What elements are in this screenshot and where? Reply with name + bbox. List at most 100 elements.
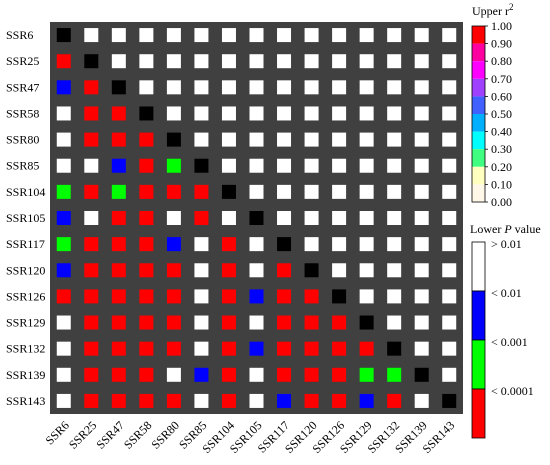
cell-lower-p	[387, 393, 402, 408]
cell-lower-p	[221, 393, 236, 408]
cell-lower-p	[111, 263, 126, 278]
cell-lower-p	[139, 393, 154, 408]
cell-lower-p	[249, 263, 264, 278]
cell-upper-r2	[442, 211, 457, 225]
lower-legend-swatch	[471, 339, 486, 390]
cell-upper-r2	[359, 132, 374, 147]
upper-legend-swatch	[472, 26, 485, 44]
cell-lower-p	[194, 393, 209, 408]
upper-legend-swatch	[472, 149, 485, 167]
cell-upper-r2	[387, 132, 402, 147]
upper-legend-tick-label: 0.60	[491, 89, 512, 103]
cell-lower-p	[332, 341, 347, 356]
cell-lower-p	[414, 393, 429, 408]
cell-upper-r2	[414, 158, 429, 173]
cell-upper-r2	[221, 132, 236, 147]
upper-legend-swatch	[472, 184, 485, 202]
lower-p-legend: Lower P value> 0.01 < 0.01 < 0.001 < 0.0001	[470, 222, 541, 439]
cell-upper-r2	[414, 211, 429, 225]
cell-upper-r2	[414, 80, 429, 95]
cell-lower-p	[111, 315, 126, 330]
cell-upper-r2	[442, 80, 457, 95]
lower-legend-title: Lower P value	[470, 222, 541, 236]
row-label: SSR129	[6, 316, 45, 330]
cell-upper-r2	[221, 54, 236, 69]
cell-upper-r2	[304, 211, 319, 225]
cell-lower-p	[56, 132, 71, 147]
cell-lower-p	[56, 367, 71, 382]
cell-upper-r2	[249, 80, 264, 95]
cell-lower-p	[166, 184, 181, 199]
row-label: SSR132	[6, 342, 45, 356]
cell-lower-p	[111, 289, 126, 304]
column-label: SSR58	[121, 418, 154, 451]
cell-lower-p	[194, 184, 209, 199]
upper-legend-swatch	[472, 43, 485, 62]
cell-lower-p	[194, 367, 209, 382]
cell-upper-r2	[249, 132, 264, 147]
cell-upper-r2	[414, 54, 429, 69]
upper-legend-tick-label: 0.10	[491, 177, 512, 191]
cell-upper-r2	[304, 158, 319, 173]
cell-lower-p	[111, 367, 126, 382]
cell-upper-r2	[359, 28, 374, 43]
cell-upper-r2	[166, 54, 181, 69]
cell-lower-p	[332, 393, 347, 408]
cell-upper-r2	[111, 28, 126, 43]
upper-legend-tick-label: 1.00	[491, 19, 512, 33]
cell-diagonal	[84, 54, 99, 69]
column-label: SSR47	[93, 418, 126, 451]
upper-legend-title: Upper r2	[472, 2, 513, 18]
cell-upper-r2	[414, 263, 429, 278]
cell-lower-p	[111, 184, 126, 199]
cell-upper-r2	[194, 28, 209, 43]
cell-upper-r2	[442, 263, 457, 278]
cell-lower-p	[249, 393, 264, 408]
cell-upper-r2	[221, 158, 236, 173]
cell-lower-p	[249, 315, 264, 330]
lower-legend-label: < 0.001	[491, 335, 528, 349]
column-label: SSR80	[149, 418, 182, 451]
cell-lower-p	[84, 184, 99, 199]
cell-upper-r2	[304, 184, 319, 199]
cell-lower-p	[359, 367, 374, 382]
upper-legend-tick-label: 0.00	[491, 195, 512, 209]
cell-lower-p	[221, 211, 236, 225]
cell-upper-r2	[139, 54, 154, 69]
cell-lower-p	[56, 263, 71, 278]
cell-lower-p	[277, 393, 292, 408]
cell-lower-p	[221, 263, 236, 278]
cell-lower-p	[84, 106, 99, 121]
column-label: SSR25	[66, 418, 99, 451]
cell-upper-r2	[249, 184, 264, 199]
cell-upper-r2	[166, 80, 181, 95]
cell-upper-r2	[442, 106, 457, 121]
cell-upper-r2	[387, 106, 402, 121]
cell-lower-p	[221, 315, 236, 330]
cell-upper-r2	[414, 184, 429, 199]
cell-upper-r2	[249, 28, 264, 43]
cell-upper-r2	[387, 158, 402, 173]
row-label: SSR126	[6, 289, 45, 303]
cell-lower-p	[304, 315, 319, 330]
cell-lower-p	[277, 341, 292, 356]
cell-lower-p	[139, 158, 154, 173]
cell-lower-p	[84, 289, 99, 304]
cell-upper-r2	[442, 367, 457, 382]
cell-lower-p	[277, 315, 292, 330]
cell-lower-p	[56, 158, 71, 173]
cell-upper-r2	[277, 158, 292, 173]
upper-legend-tick-label: 0.80	[491, 54, 512, 68]
cell-lower-p	[84, 80, 99, 95]
cell-lower-p	[304, 341, 319, 356]
cell-diagonal	[442, 393, 457, 408]
cell-lower-p	[194, 211, 209, 225]
row-label: SSR25	[6, 54, 39, 68]
cell-lower-p	[56, 237, 71, 252]
cell-upper-r2	[194, 80, 209, 95]
cell-lower-p	[84, 237, 99, 252]
cell-lower-p	[194, 289, 209, 304]
cell-lower-p	[84, 393, 99, 408]
cell-upper-r2	[387, 315, 402, 330]
cell-upper-r2	[249, 106, 264, 121]
